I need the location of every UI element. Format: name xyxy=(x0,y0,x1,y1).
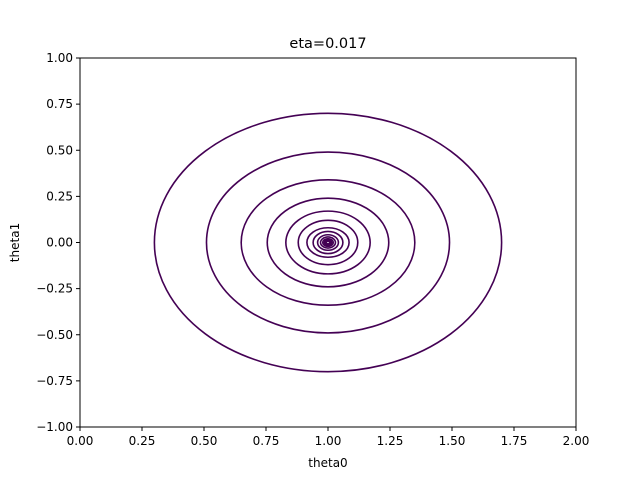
x-tick-label: 0.75 xyxy=(253,434,280,448)
x-tick-label: 1.25 xyxy=(377,434,404,448)
contour-line-6 xyxy=(306,226,350,259)
y-tick-label: 0.75 xyxy=(46,97,73,111)
y-tick-label: −0.75 xyxy=(36,374,73,388)
x-tick-label: 0.00 xyxy=(67,434,94,448)
contour-line-3 xyxy=(266,197,390,288)
contour-line-10 xyxy=(321,237,335,248)
y-tick-label: 0.25 xyxy=(46,189,73,203)
chart-title: eta=0.017 xyxy=(289,36,366,52)
x-axis-title: theta0 xyxy=(308,456,347,470)
y-tick-label: −0.25 xyxy=(36,282,73,296)
contour-line-1 xyxy=(205,151,451,334)
y-tick-label: 0.00 xyxy=(46,236,73,250)
contour-line-4 xyxy=(285,210,371,275)
contour-line-8 xyxy=(316,233,340,252)
tick-layer: 0.00 0.25 0.50 0.75 1.00 1.25 1.50 1.75 2.00 −1.0… xyxy=(36,51,589,448)
contour-line-5 xyxy=(297,219,359,266)
contour-line-0 xyxy=(153,112,503,373)
x-tick-label: 1.50 xyxy=(439,434,466,448)
y-tick-label: −0.50 xyxy=(36,328,73,342)
x-tick-label: 2.00 xyxy=(563,434,590,448)
x-tick-label: 0.50 xyxy=(191,434,218,448)
y-tick-label: 1.00 xyxy=(46,51,73,65)
x-tick-label: 0.25 xyxy=(129,434,156,448)
contour-line-2 xyxy=(240,178,416,307)
contour-line-11 xyxy=(323,238,333,247)
contour-line-13 xyxy=(325,240,331,245)
x-tick-label: 1.75 xyxy=(501,434,528,448)
x-tick-label: 1.00 xyxy=(315,434,342,448)
y-axis-title: theta1 xyxy=(8,223,22,262)
contour-layer xyxy=(153,112,503,373)
y-tick-label: 0.50 xyxy=(46,143,73,157)
y-tick-label: −1.00 xyxy=(36,420,73,434)
contour-line-9 xyxy=(319,236,337,249)
plot-frame xyxy=(79,57,577,428)
contour-line-7 xyxy=(312,230,344,255)
